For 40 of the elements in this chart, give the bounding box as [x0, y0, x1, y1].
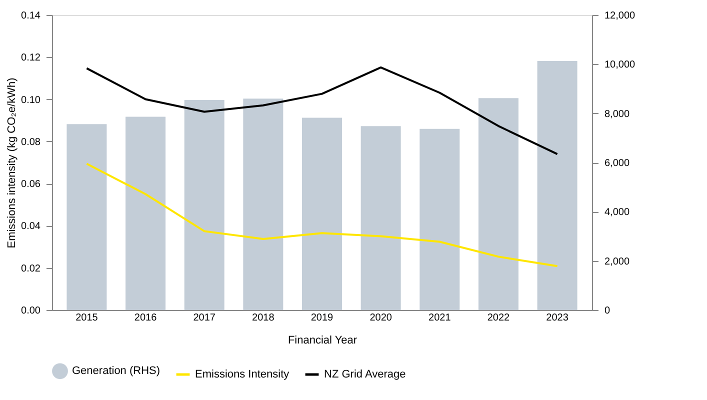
y2-tick-label: 4,000: [604, 207, 630, 218]
y-tick-label: 0.06: [21, 179, 41, 190]
y-tick-label: 0.00: [21, 306, 41, 316]
bar: [243, 98, 284, 310]
bar: [537, 60, 578, 310]
y-tick-label: 0.08: [21, 136, 41, 148]
x-tick-label: 2020: [370, 312, 392, 324]
bar: [302, 118, 342, 310]
y2-tick-label: 8,000: [604, 108, 630, 120]
x-tick-label: 2017: [193, 312, 216, 324]
x-tick-label: 2015: [76, 312, 98, 324]
y2-tick-label: 12,000: [604, 10, 636, 22]
x-tick-label: 2022: [487, 312, 510, 324]
y-tick-label: 0.14: [21, 10, 41, 22]
x-tick-label: 2016: [134, 312, 158, 324]
line-series: [86, 162, 558, 268]
bar: [360, 126, 401, 310]
y-tick-label: 0.12: [21, 52, 41, 64]
x-tick-label: 2023: [546, 312, 569, 324]
bar: [66, 124, 107, 310]
y2-tick-label: 2,000: [604, 256, 630, 268]
y2-tick-label: 6,000: [604, 158, 630, 169]
x-tick-label: 2018: [252, 312, 275, 324]
y-axis-title: Emissions intensity (kg CO₂e/kWh): [6, 78, 18, 248]
y-tick-label: 0.10: [21, 94, 41, 106]
x-tick-label: 2021: [428, 312, 452, 324]
x-tick-label: 2019: [310, 312, 334, 324]
bar: [420, 128, 460, 310]
bar: [126, 116, 166, 310]
x-axis-title: Financial Year: [288, 334, 358, 346]
legend-label: Emissions Intensity: [195, 368, 290, 380]
bar: [478, 98, 518, 310]
y-tick-label: 0.04: [21, 221, 41, 232]
legend-label: Generation (RHS): [72, 365, 160, 378]
line-series: [86, 66, 558, 156]
legend-label: NZ Grid Average: [324, 368, 406, 380]
y2-tick-label: 10,000: [604, 60, 636, 71]
bar: [184, 100, 224, 310]
y2-tick-label: 0: [604, 306, 610, 316]
y-tick-label: 0.02: [21, 263, 41, 274]
